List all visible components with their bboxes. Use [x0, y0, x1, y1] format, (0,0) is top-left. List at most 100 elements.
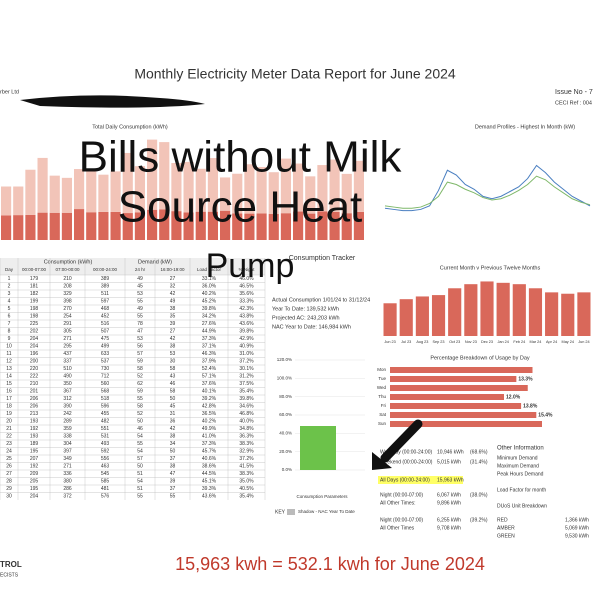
bar-night — [244, 213, 255, 240]
cell: 40.1% — [202, 389, 217, 395]
bar-night — [195, 211, 206, 240]
cell: 210 — [63, 276, 72, 282]
report-title: Monthly Electricity Meter Data Report fo… — [134, 66, 456, 82]
cell: 490 — [63, 374, 72, 380]
logo: ECISTS — [0, 572, 19, 578]
cell: 38 — [170, 434, 176, 440]
cell: 36.5% — [202, 411, 217, 417]
chart-title: Demand Profiles - Highest In Month (kW) — [475, 124, 575, 130]
bar — [390, 367, 533, 373]
cell: 49 — [137, 306, 143, 312]
bar-day — [207, 158, 218, 212]
cell: 193 — [30, 434, 39, 440]
cell: 55 — [137, 494, 143, 500]
cell: 16 — [6, 389, 12, 395]
cell: 182 — [30, 291, 39, 297]
cell: 380 — [63, 479, 72, 485]
cell: 55 — [137, 396, 143, 402]
cell: 209 — [30, 471, 39, 477]
cell: 271 — [63, 336, 72, 342]
column-header: 16:00-19:00 — [160, 267, 185, 272]
cell: 53 — [170, 351, 176, 357]
cell: 38 — [170, 464, 176, 470]
cell: 35.4% — [239, 389, 254, 395]
cell: 208 — [63, 284, 72, 290]
bar-night — [280, 213, 291, 240]
cell: 5 — [8, 306, 11, 312]
bar-day — [98, 174, 109, 212]
cell: 390 — [63, 404, 72, 410]
cell: 592 — [101, 449, 110, 455]
cell: 225 — [30, 321, 39, 327]
column-header: 00:00-07:00 — [22, 267, 47, 272]
x-tick-label: Nov 23 — [465, 340, 477, 344]
bar-night — [25, 214, 36, 240]
cell: 35.6% — [239, 291, 254, 297]
cell: 22 — [6, 434, 12, 440]
cell: 33.1% — [202, 276, 217, 282]
cell: 4 — [8, 299, 11, 305]
cell: 289 — [63, 419, 72, 425]
cell: 1 — [8, 276, 11, 282]
value-label: 15.4% — [538, 412, 553, 418]
bar — [300, 426, 336, 470]
cell: 510 — [63, 366, 72, 372]
duos-value: 1,366 kWh — [565, 517, 589, 523]
cell: 47 — [170, 471, 176, 477]
breakdown-text: All Other Times — [380, 525, 415, 531]
logo: TROL — [0, 560, 22, 569]
bar-day — [353, 160, 364, 212]
cell: 35 — [170, 314, 176, 320]
cell: 493 — [101, 441, 110, 447]
overlay-text: Pump — [206, 247, 295, 285]
cell: 54 — [137, 479, 143, 485]
cell: 47 — [137, 329, 143, 335]
value-label: 13.8% — [523, 403, 538, 409]
cell: 204 — [30, 336, 39, 342]
cell: 38.6% — [202, 464, 217, 470]
cell: 42 — [170, 426, 176, 432]
cell: 291 — [63, 321, 72, 327]
breakdown-text: (38.0%) — [470, 492, 488, 498]
cell: 9 — [8, 336, 11, 342]
cell: 37.1% — [202, 344, 217, 350]
issue: Issue No - 7 — [555, 89, 593, 96]
value-label: 13.3% — [518, 376, 533, 382]
cell: 193 — [30, 419, 39, 425]
cell: 42.8% — [202, 404, 217, 410]
cell: 42 — [170, 336, 176, 342]
bar-night — [305, 213, 316, 240]
cell: 51 — [137, 471, 143, 477]
bar — [390, 376, 517, 382]
cell: 50 — [170, 396, 176, 402]
cell: 43.6% — [239, 321, 254, 327]
bar-day — [61, 177, 72, 213]
cell: 51 — [137, 486, 143, 492]
cell: 305 — [63, 329, 72, 335]
highlight — [378, 476, 463, 484]
cell: 633 — [101, 351, 110, 357]
tracker-line: Year To Date: 139,532 kWh — [272, 306, 339, 312]
column-header: % Night — [239, 267, 256, 272]
bar-night — [1, 215, 12, 240]
cell: 336 — [63, 471, 72, 477]
x-tick-label: Mar 24 — [530, 340, 542, 344]
cell: 195 — [30, 449, 39, 455]
cell: 78 — [137, 321, 143, 327]
cell: 37.9% — [202, 359, 217, 365]
cell: 59 — [137, 359, 143, 365]
cell: 37.2% — [239, 456, 254, 462]
bar-night — [122, 213, 133, 240]
cell: 58 — [137, 404, 143, 410]
cell: 455 — [101, 411, 110, 417]
cell: 198 — [30, 314, 39, 320]
cell: 43.8% — [239, 314, 254, 320]
cell: 54 — [137, 434, 143, 440]
overlay-text: Source Heat — [118, 183, 363, 232]
cell: 2 — [8, 284, 11, 290]
x-tick-label: Apr 24 — [546, 340, 557, 344]
company: rber Ltd — [0, 89, 19, 95]
cell: 31 — [170, 411, 176, 417]
cell: 37.6% — [202, 381, 217, 387]
cell: 712 — [101, 374, 110, 380]
